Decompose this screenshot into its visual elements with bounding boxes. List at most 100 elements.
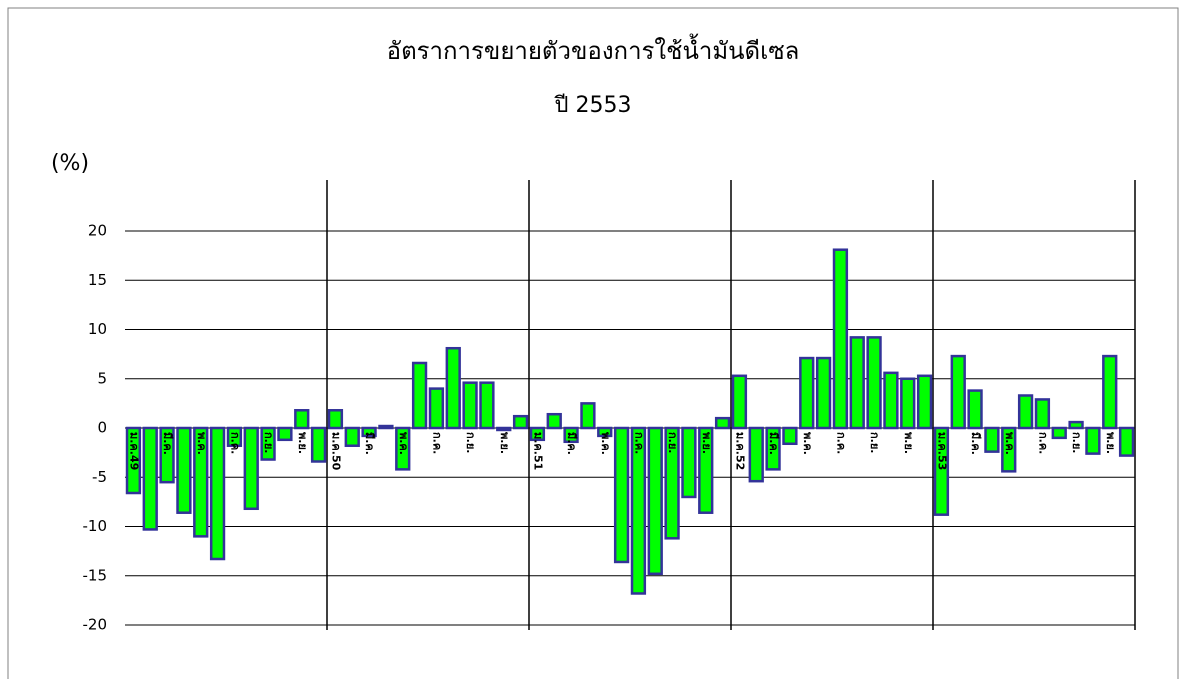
x-tick-label: มี.ค. [767, 432, 780, 455]
bar [799, 356, 815, 430]
x-tick-label: ม.ค.52 [733, 432, 746, 470]
bar [1102, 354, 1118, 430]
y-tick-label: -5 [92, 468, 107, 486]
x-tick-label: ก.ย. [464, 432, 477, 453]
bar [815, 356, 832, 430]
x-tick-label: พ.ค. [1003, 432, 1016, 455]
x-tick-label: มี.ค. [969, 432, 982, 455]
x-tick-label: ก.ค. [1036, 432, 1049, 454]
bar [1034, 398, 1051, 430]
bar [344, 426, 360, 447]
bar [647, 426, 663, 576]
y-tick-label: 5 [97, 369, 107, 387]
x-tick-label: ม.ค.51 [531, 432, 544, 470]
chart-title: อัตราการขยายตัวของการใช้น้ำมันดีเซล [387, 33, 800, 65]
bar [866, 336, 882, 430]
bar [664, 426, 680, 540]
x-tick-label: มี.ค. [161, 432, 174, 455]
bar [479, 381, 495, 430]
bar [900, 377, 916, 430]
x-tick-label: ก.ค. [228, 432, 241, 454]
x-tick-label: ก.ย. [262, 432, 275, 453]
bar [193, 426, 209, 538]
x-tick-label: พ.ค. [599, 432, 612, 455]
x-tick-label: ม.ค.53 [935, 432, 948, 470]
bar [529, 426, 546, 442]
x-tick-label: ม.ค.50 [329, 432, 342, 471]
bar [226, 426, 243, 447]
x-tick-label: ก.ค. [430, 432, 443, 454]
bar [563, 426, 579, 444]
x-tick-label: พ.ย. [1104, 432, 1117, 454]
bar [681, 426, 697, 499]
x-tick-label: ก.ย. [868, 432, 881, 453]
bar [597, 426, 613, 438]
x-tick-label: ก.ย. [666, 432, 679, 453]
x-tick-label: พ.ย. [498, 432, 511, 454]
y-tick-label: -15 [83, 566, 108, 584]
bar [1017, 394, 1034, 430]
bar [1118, 426, 1135, 457]
bar [782, 426, 798, 446]
bar [1068, 420, 1084, 430]
bar [714, 416, 731, 430]
y-tick-label: -10 [83, 517, 108, 535]
bar [916, 374, 933, 430]
bar [462, 381, 478, 430]
bar [698, 426, 714, 514]
x-tick-label: ม.ค.49 [127, 432, 140, 470]
x-tick-label: ก.ค. [632, 432, 645, 454]
bar [512, 414, 529, 430]
bar [546, 412, 562, 430]
bar [294, 409, 310, 430]
bar [630, 426, 647, 595]
bar [496, 426, 512, 432]
bar [1051, 426, 1067, 440]
bar [933, 426, 950, 516]
x-tick-label: ก.ย. [1070, 432, 1083, 453]
bar [950, 354, 966, 430]
y-tick-label: 10 [88, 320, 107, 338]
bar [209, 426, 226, 561]
bar [378, 424, 394, 430]
chart-frame [7, 7, 1179, 679]
y-tick-label: 0 [97, 419, 107, 437]
bar [176, 426, 192, 514]
bar [260, 426, 276, 461]
y-tick-label: 15 [88, 271, 107, 289]
y-axis-label: (%) [51, 151, 89, 176]
bar [832, 248, 849, 430]
x-tick-label: พ.ย. [700, 432, 713, 454]
bar [967, 389, 983, 430]
x-tick-label: พ.ค. [801, 432, 814, 455]
x-tick-label: พ.ย. [902, 432, 915, 454]
x-tick-label: มี.ค. [565, 432, 578, 455]
bar [580, 402, 596, 430]
chart-subtitle: ปี 2553 [553, 93, 631, 118]
bar [361, 426, 377, 438]
bar [445, 346, 461, 430]
bar [277, 426, 293, 442]
y-tick-label: -20 [83, 616, 108, 634]
bar [1001, 426, 1017, 473]
x-tick-label: มี.ค. [363, 432, 376, 455]
bar [428, 387, 445, 430]
y-tick-label: 20 [88, 222, 107, 240]
bar [125, 426, 142, 495]
bar [159, 426, 175, 484]
bar [411, 361, 428, 430]
bar [748, 426, 764, 483]
bar [984, 426, 1000, 453]
bar [142, 426, 158, 531]
bar [849, 336, 865, 430]
bar [395, 426, 411, 471]
bar [731, 374, 748, 430]
bar [327, 409, 344, 430]
x-tick-label: พ.ค. [397, 432, 410, 455]
x-tick-label: พ.ค. [195, 432, 208, 455]
bar [1085, 426, 1101, 455]
bar [310, 426, 327, 463]
bar [765, 426, 781, 471]
bar [243, 426, 259, 511]
